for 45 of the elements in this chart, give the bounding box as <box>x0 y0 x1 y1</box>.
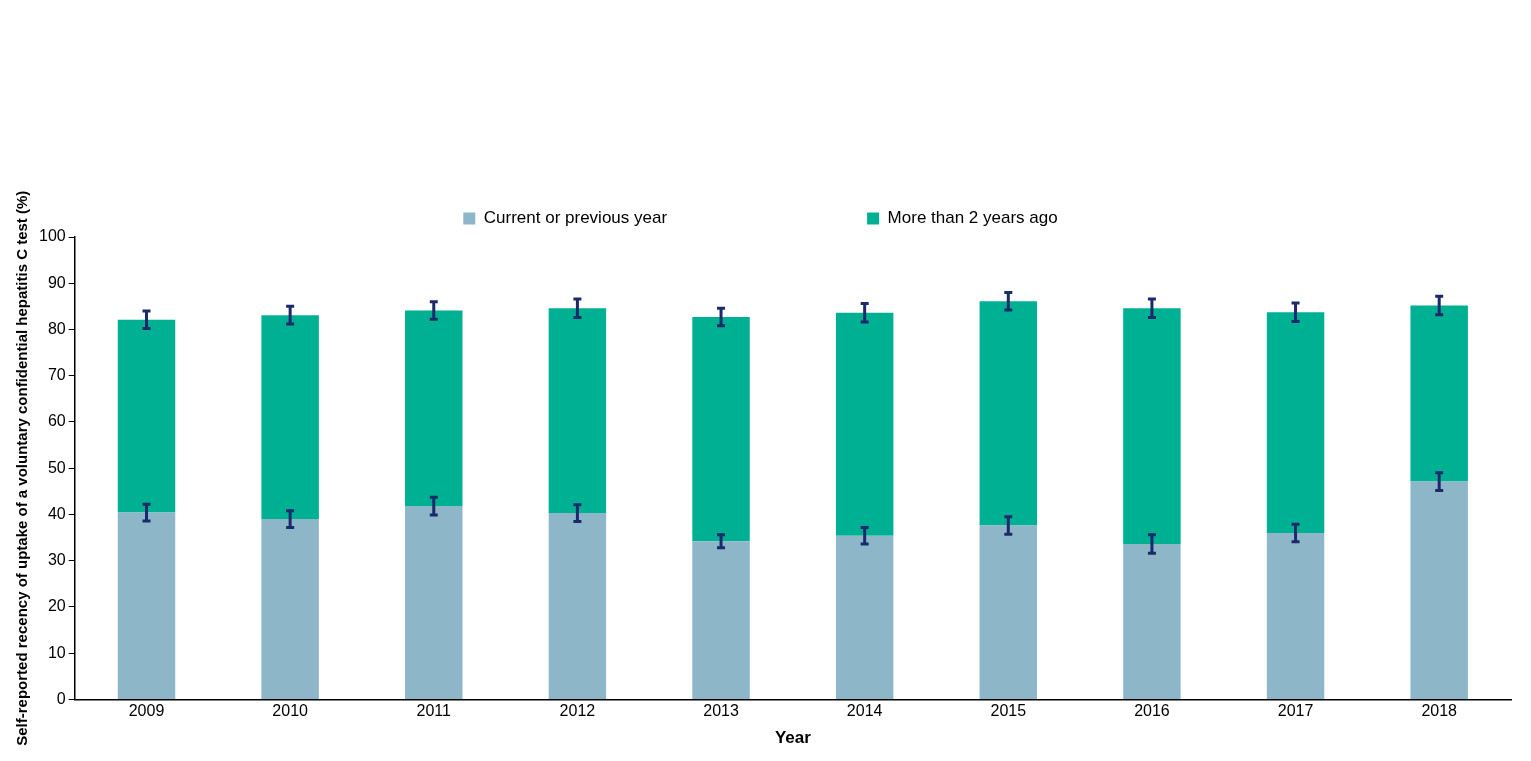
bar <box>1123 308 1181 545</box>
x-tick-label: 2010 <box>272 702 309 720</box>
y-tick-label: 30 <box>47 551 66 569</box>
y-tick-label: 50 <box>47 458 66 476</box>
y-tick-label: 0 <box>56 689 66 707</box>
y-tick-label: 60 <box>47 412 66 430</box>
y-tick-label: 10 <box>47 643 66 661</box>
y-tick-label: 40 <box>47 504 66 522</box>
y-tick-label: 70 <box>47 366 66 384</box>
bar <box>835 312 894 536</box>
bar <box>1123 544 1181 699</box>
x-tick-label: 2014 <box>846 702 883 720</box>
y-tick-label: 20 <box>47 597 66 615</box>
y-axis-title: Self-reported recency of uptake of a voluntary confidential hepatitis C test (%) <box>13 190 31 746</box>
bar <box>835 535 894 699</box>
bar <box>405 310 463 507</box>
bar <box>692 541 750 699</box>
x-tick-label: 2012 <box>559 702 596 720</box>
x-tick-label: 2018 <box>1421 702 1458 720</box>
bar <box>1410 481 1468 699</box>
x-tick-label: 2017 <box>1277 702 1314 720</box>
x-tick-label: 2013 <box>703 702 739 720</box>
bar <box>117 319 176 513</box>
legend-label: More than 2 years ago <box>887 208 1058 228</box>
bar <box>692 317 750 542</box>
bar <box>548 513 607 699</box>
bar <box>979 301 1038 526</box>
bar <box>1266 312 1325 533</box>
bar <box>1266 532 1325 699</box>
y-tick-label: 100 <box>38 227 66 245</box>
bar <box>405 506 463 699</box>
x-tick-label: 2015 <box>990 702 1027 720</box>
y-tick-label: 80 <box>47 319 66 337</box>
bar <box>979 525 1038 699</box>
x-tick-label: 2011 <box>416 702 452 720</box>
bar <box>1410 305 1468 482</box>
bar <box>117 512 176 699</box>
bar <box>261 315 319 520</box>
x-tick-label: 2009 <box>128 702 165 720</box>
bar <box>261 519 319 699</box>
legend-label: Current or previous year <box>483 208 668 228</box>
bar <box>548 308 607 514</box>
y-tick-label: 90 <box>47 273 66 291</box>
x-tick-label: 2016 <box>1134 702 1170 720</box>
x-axis-title: Year <box>774 728 812 748</box>
